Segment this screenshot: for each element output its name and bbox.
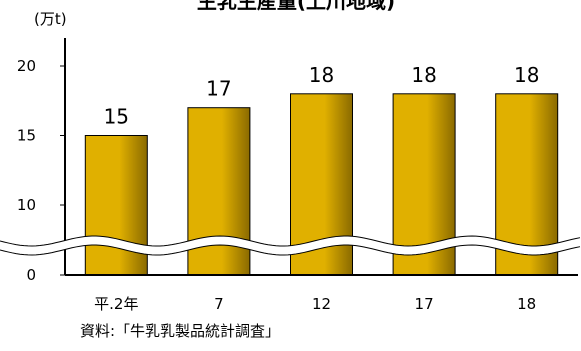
axis-break-line [0, 244, 581, 256]
source-note: 資料:「牛乳乳製品統計調査」 [80, 322, 281, 340]
bar-value-label: 18 [514, 63, 539, 87]
y-tick-label: 15 [17, 127, 36, 145]
axis-break-line [0, 235, 581, 247]
bar-value-label: 18 [411, 63, 436, 87]
chart-title: 生乳生産量(上川地域) [197, 0, 395, 13]
axis-break-band [0, 236, 581, 255]
bar [187, 107, 251, 276]
bar-value-label: 17 [206, 77, 231, 101]
x-tick-label: 12 [312, 295, 331, 313]
y-unit-label: (万t) [34, 10, 67, 28]
bar-value-label: 18 [309, 63, 334, 87]
x-tick-label: 7 [214, 295, 224, 313]
x-tick-label: 18 [517, 295, 536, 313]
x-tick-label: 17 [415, 295, 434, 313]
bar-value-label: 15 [104, 105, 129, 129]
y-tick-label: 0 [26, 266, 36, 284]
x-tick-label: 平.2年 [94, 295, 138, 313]
y-tick-label: 10 [17, 196, 36, 214]
y-tick-label: 20 [17, 57, 36, 75]
bar [84, 135, 148, 276]
